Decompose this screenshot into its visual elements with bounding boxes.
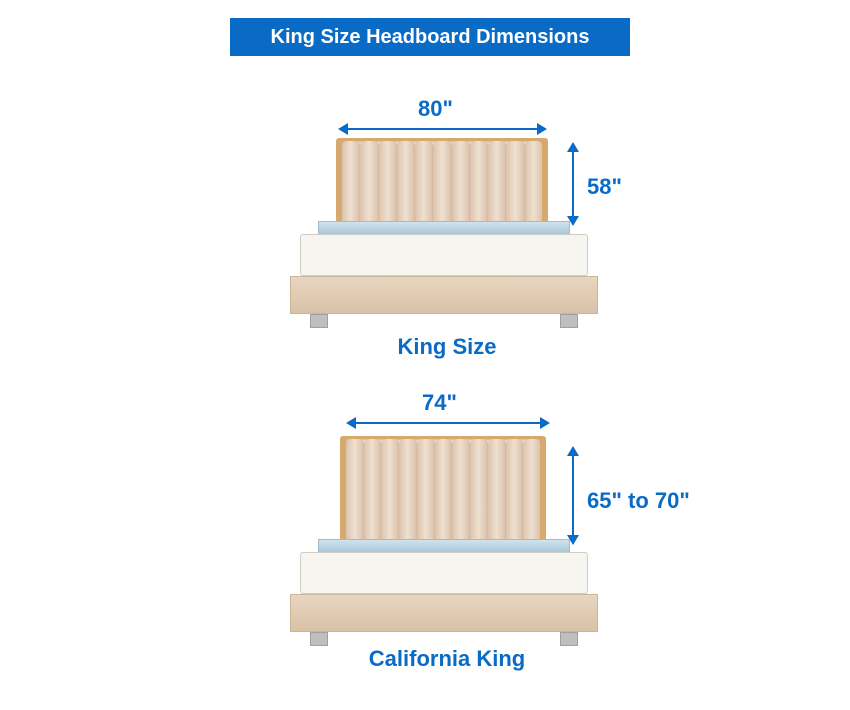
bed-calking-block: 74" 65" to 70" California King <box>0 388 850 688</box>
page-title: King Size Headboard Dimensions <box>230 18 630 56</box>
bed-foot-right <box>560 632 578 646</box>
bed-frame <box>290 276 598 314</box>
bed-king-block: 80" 58" King Size <box>0 84 850 364</box>
bed-name-label: California King <box>297 646 597 672</box>
headboard <box>346 439 540 541</box>
bed-name-label: King Size <box>297 334 597 360</box>
bed-foot-right <box>560 314 578 328</box>
mattress-top <box>318 539 570 553</box>
bed-illustration-king <box>290 138 600 328</box>
width-label: 74" <box>422 390 457 416</box>
mattress <box>300 234 588 276</box>
height-label: 65" to 70" <box>587 488 690 514</box>
headboard <box>342 141 542 223</box>
bed-frame <box>290 594 598 632</box>
width-arrow <box>340 128 545 130</box>
width-label: 80" <box>418 96 453 122</box>
width-arrow <box>348 422 548 424</box>
bed-foot-left <box>310 632 328 646</box>
bed-foot-left <box>310 314 328 328</box>
bed-illustration-calking <box>290 436 600 636</box>
mattress-top <box>318 221 570 235</box>
mattress <box>300 552 588 594</box>
